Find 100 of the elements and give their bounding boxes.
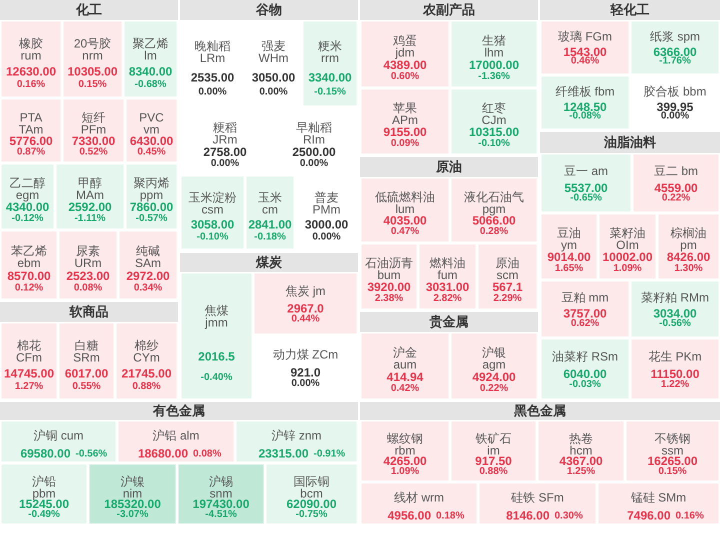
category-label: 沪铜 cum xyxy=(33,428,84,442)
data-label: 5776.00 xyxy=(9,134,54,148)
category-label: 油菜籽 RSm xyxy=(552,350,618,364)
category-label: 玉米 cm xyxy=(258,190,282,216)
data-label: -0.08% xyxy=(569,110,601,122)
text: 油脂油料 xyxy=(603,134,656,150)
data-label: 7860.00 xyxy=(130,200,174,214)
data-label: 0.00% xyxy=(300,158,328,169)
data-label: 4389.00 xyxy=(383,58,428,72)
data-label: 2535.00 xyxy=(190,70,235,84)
data-label: 4924.00 xyxy=(472,370,516,384)
text: 黑色金属 xyxy=(513,403,566,418)
category-label: 低硫燃料油 lum xyxy=(375,190,435,216)
data-label: 1.09% xyxy=(613,262,642,274)
category-label: 生猪 lhm xyxy=(482,33,506,60)
data-label: 0.45% xyxy=(137,146,166,158)
data-label: 7330.00 xyxy=(72,134,116,148)
data-label: 3340.00 xyxy=(308,70,352,84)
data-label: 0.16% xyxy=(16,78,46,90)
data-label: 6430.00 xyxy=(130,134,174,148)
data-label: -0.10% xyxy=(196,232,228,242)
data-label: 921.0 xyxy=(290,366,321,380)
category-label: 白糖 SRm xyxy=(73,338,100,364)
data-label: 6040.00 xyxy=(563,366,608,381)
data-label: 1.25% xyxy=(566,466,596,477)
category-label: 苹果 APm xyxy=(392,101,418,128)
data-label: -0.65% xyxy=(570,192,602,204)
category-label: 玻璃 FGm xyxy=(558,30,612,44)
data-label: -1.11% xyxy=(74,212,106,224)
category-label: PTA TAm xyxy=(18,110,44,136)
category-label: 橡胶 rum xyxy=(19,36,43,62)
category-label: 液化石油气 pgm xyxy=(464,190,524,216)
data-label: 3000.00 xyxy=(304,218,349,232)
data-label: 0.12% xyxy=(14,282,44,294)
data-label: 0.08% xyxy=(193,448,222,460)
category-label: 燃料油 fum xyxy=(430,256,466,282)
data-label: 4340.00 xyxy=(6,200,50,214)
category-label: 菜籽粕 RMm xyxy=(641,290,709,304)
data-label: -0.03% xyxy=(569,378,601,390)
data-label: 10305.00 xyxy=(67,64,118,78)
category-label: 纯碱 SAm xyxy=(134,244,162,270)
data-label: 11150.00 xyxy=(650,366,700,381)
data-label: 18680.00 xyxy=(138,446,188,461)
data-label: 0.34% xyxy=(134,282,162,294)
data-label: -0.57% xyxy=(136,212,168,224)
data-label: 0.08% xyxy=(74,282,102,294)
data-label: -0.40% xyxy=(200,372,232,383)
text: 贵金属 xyxy=(428,314,468,329)
category-label: 粳米 rrm xyxy=(318,39,342,66)
data-label: 0.00% xyxy=(291,378,320,390)
data-label: 14745.00 xyxy=(4,366,54,380)
data-label: 6017.00 xyxy=(64,366,109,380)
data-label: 0.52% xyxy=(79,146,108,158)
data-label: -0.10% xyxy=(478,138,510,149)
data-label: -3.07% xyxy=(116,508,148,520)
data-label: 0.88% xyxy=(132,380,161,392)
data-label: 0.87% xyxy=(16,146,46,158)
data-label: -0.75% xyxy=(296,508,328,520)
data-label: 69580.00 xyxy=(20,446,71,461)
data-label: -0.18% xyxy=(254,232,286,242)
category-label: PVC vm xyxy=(139,110,164,136)
data-label: -0.56% xyxy=(659,318,691,329)
data-label: -1.76% xyxy=(659,56,691,67)
category-label: 原油 scm xyxy=(496,256,520,282)
category-label: 豆粕 mm xyxy=(561,290,609,304)
data-label: 0.46% xyxy=(570,56,600,67)
category-label: 胶合板 bbm xyxy=(644,84,706,98)
data-label: 0.44% xyxy=(291,314,320,325)
data-label: 2841.00 xyxy=(248,218,292,232)
category-label: 锰硅 SMm xyxy=(630,490,686,504)
category-label: 短纤 PFm xyxy=(80,110,106,136)
data-label: 414.94 xyxy=(386,370,424,384)
data-label: 21745.00 xyxy=(121,366,172,380)
category-label: 线材 wrm xyxy=(394,490,444,504)
category-label: 焦炭 jm xyxy=(286,284,326,298)
data-label: 2592.00 xyxy=(68,200,112,214)
category-label: 沪锌 znm xyxy=(271,428,322,442)
text: 谷物 xyxy=(255,2,282,17)
data-label: 0.28% xyxy=(480,226,508,238)
data-label: 10002.00 xyxy=(602,250,653,264)
data-label: 0.47% xyxy=(390,226,420,238)
data-label: 4559.00 xyxy=(654,180,698,195)
data-label: 0.42% xyxy=(390,382,420,394)
category-label: 纸浆 spm xyxy=(650,30,700,44)
data-label: -0.15% xyxy=(314,86,346,98)
category-label: 玉米淀粉 csm xyxy=(188,190,236,216)
data-label: 1.30% xyxy=(674,262,703,274)
category-label: 豆二 bm xyxy=(654,164,698,178)
category-label: 苯乙烯 ebm xyxy=(11,244,47,270)
data-label: -1.36% xyxy=(478,70,510,82)
data-label: 0.60% xyxy=(390,70,420,82)
data-label: 0.22% xyxy=(480,382,508,394)
data-label: 4035.00 xyxy=(383,214,428,228)
data-label: 10315.00 xyxy=(468,125,520,140)
data-label: 23315.00 xyxy=(258,446,309,461)
data-label: 0.00% xyxy=(660,110,690,122)
data-label: -0.91% xyxy=(314,448,346,460)
data-label: 8340.00 xyxy=(128,64,173,78)
data-label: 2967.0 xyxy=(287,302,324,316)
category-label: 棉纱 CYm xyxy=(133,338,160,364)
